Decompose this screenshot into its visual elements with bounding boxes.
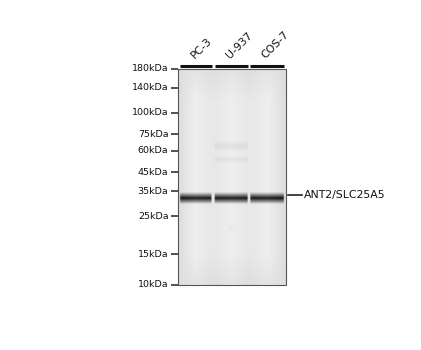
Text: 75kDa: 75kDa <box>138 130 168 139</box>
Text: 45kDa: 45kDa <box>138 168 168 177</box>
Text: ANT2/SLC25A5: ANT2/SLC25A5 <box>304 190 386 201</box>
Text: 60kDa: 60kDa <box>138 146 168 155</box>
Text: 140kDa: 140kDa <box>132 83 168 92</box>
Text: 35kDa: 35kDa <box>138 187 168 196</box>
Text: PC-3: PC-3 <box>189 36 214 61</box>
Text: 180kDa: 180kDa <box>132 64 168 74</box>
Bar <box>178 69 286 285</box>
Text: 25kDa: 25kDa <box>138 212 168 221</box>
Text: COS-7: COS-7 <box>260 30 291 61</box>
Text: U-937: U-937 <box>224 31 254 61</box>
Text: 10kDa: 10kDa <box>138 280 168 289</box>
Text: 100kDa: 100kDa <box>132 108 168 117</box>
Text: 15kDa: 15kDa <box>138 250 168 259</box>
